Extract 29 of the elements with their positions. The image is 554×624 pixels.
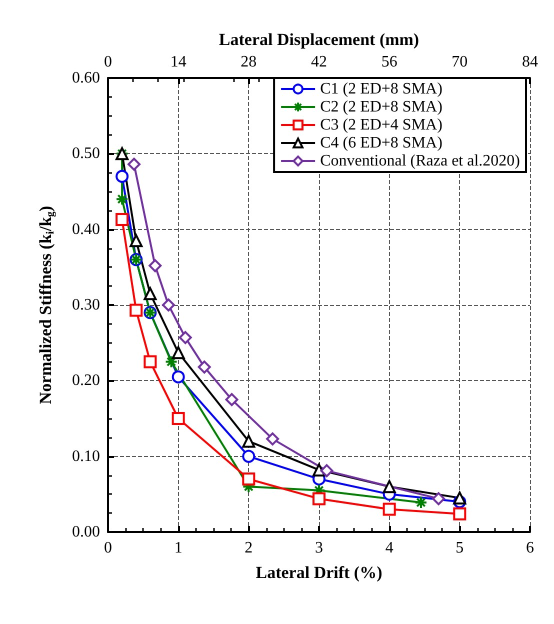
x-tick-label: 5: [456, 540, 464, 556]
legend-label: C3 (2 ED+4 SMA): [320, 116, 442, 134]
y-axis-title: Normalized Stiffness (ki/kg): [36, 206, 56, 404]
x-tick-label: 4: [385, 540, 394, 556]
y-tick-label: 0.10: [72, 448, 100, 465]
y-tick-label: 0.30: [72, 296, 100, 314]
x-tick-label: 6: [526, 540, 534, 556]
x-tick-label: 1: [174, 540, 182, 556]
legend-label: C1 (2 ED+8 SMA): [320, 80, 442, 98]
y-tick-label: 0.50: [72, 145, 100, 162]
x-axis-title: Lateral Drift (%): [256, 563, 382, 582]
legend-label: C4 (6 ED+8 SMA): [320, 134, 442, 152]
x2-tick-label: 14: [170, 54, 186, 70]
x-tick-label: 3: [315, 540, 323, 556]
x-tick-label: 0: [104, 540, 112, 556]
x2-tick-label: 0: [104, 54, 112, 70]
x2-tick-label: 56: [381, 54, 398, 70]
x2-tick-label: 42: [311, 54, 327, 70]
x2-tick-label: 28: [240, 54, 257, 70]
y-tick-label: 0.40: [72, 220, 100, 238]
x2-axis-title: Lateral Displacement (mm): [218, 30, 420, 49]
y-tick-label: 0.60: [72, 70, 100, 86]
x2-tick-label: 84: [522, 54, 538, 70]
x-tick-label: 2: [244, 540, 253, 556]
legend-label: Conventional (Raza et al.2020): [320, 152, 520, 170]
x2-tick-label: 70: [452, 54, 468, 70]
legend-label: C2 (2 ED+8 SMA): [320, 98, 442, 116]
y-tick-label: 0.20: [72, 372, 100, 390]
y-tick-label: 0.00: [72, 524, 100, 540]
